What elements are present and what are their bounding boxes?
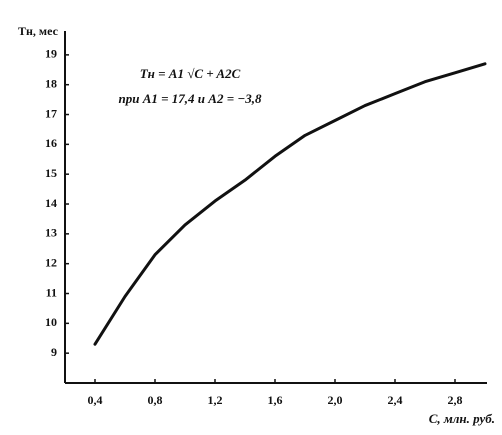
y-tick-label: 13 xyxy=(45,226,57,240)
x-tick-label: 0,4 xyxy=(88,393,103,407)
y-tick-label: 9 xyxy=(51,345,57,359)
annotation: Tн = A1 √C + A2C xyxy=(140,66,241,81)
x-axis-label: C, млн. руб. xyxy=(429,411,495,426)
x-tick-label: 2,0 xyxy=(328,393,343,407)
annotation: при A1 = 17,4 и A2 = −3,8 xyxy=(119,91,262,106)
line xyxy=(93,62,487,346)
y-tick-label: 17 xyxy=(45,106,57,120)
y-tick-label: 14 xyxy=(45,196,57,210)
x-tick-label: 2,4 xyxy=(388,393,403,407)
y-tick-label: 10 xyxy=(45,315,57,329)
y-axis-label: Tн, мес xyxy=(18,24,59,38)
y-tick-label: 19 xyxy=(45,47,57,61)
y-tick-label: 16 xyxy=(45,136,57,150)
x-tick-label: 1,6 xyxy=(268,393,283,407)
x-tick-label: 0,8 xyxy=(148,393,163,407)
y-tick-label: 18 xyxy=(45,76,57,90)
y-tick-label: 11 xyxy=(46,285,57,299)
x-tick-label: 2,8 xyxy=(448,393,463,407)
x-tick-label: 1,2 xyxy=(208,393,223,407)
y-tick-label: 15 xyxy=(45,166,57,180)
y-tick-label: 12 xyxy=(45,255,57,269)
